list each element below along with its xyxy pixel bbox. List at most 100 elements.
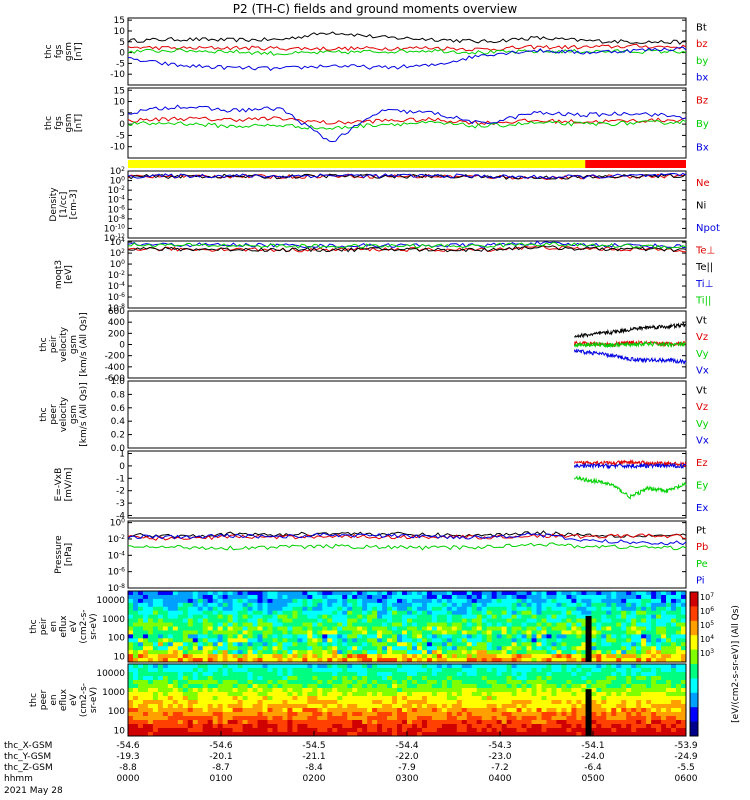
spectrogram-cell [676,688,682,693]
series-line-Ez [573,458,687,468]
spectrogram-cell [157,658,164,663]
spectrogram-cell [252,668,258,673]
spectrogram-cell [387,602,393,608]
spectrogram-cell [287,712,293,717]
spectrogram-cell [651,591,657,596]
spectrogram-cell [551,720,557,725]
spectrogram-cell [202,724,209,729]
spectrogram-cell [282,692,288,697]
spectrogram-cell [182,696,189,701]
spectrogram-cell [466,732,473,737]
spectrogram-cell [147,594,154,600]
spectrogram-cell [402,626,408,631]
spectrogram-cell [207,614,213,619]
spectrogram-cell [436,658,443,663]
spectrogram-cell [147,630,154,635]
spectrogram-cell [357,680,363,685]
spectrogram-cell [611,602,617,608]
spectrogram-cell [192,688,199,693]
spectrogram-cell [322,704,328,709]
spectrogram-cell [352,664,358,669]
spectrogram-cell [466,696,473,701]
spectrogram-cell [332,606,338,612]
spectrogram-cell [322,672,328,677]
spectrogram-cell [626,598,632,604]
spectrogram-cell [436,594,443,600]
spectrogram-cell [616,646,622,651]
spectrogram-cell [506,688,512,693]
spectrogram-cell [476,598,483,604]
spectrogram-cell [631,672,637,677]
spectrogram-cell [292,650,298,655]
spectrogram-cell [332,591,338,596]
spectrogram-cell [297,602,303,608]
spectrogram-cell [147,700,154,705]
spectrogram-cell [581,680,587,685]
spectrogram-cell [272,606,278,612]
spectrogram-cell [137,728,144,733]
spectrogram-cell [232,638,238,643]
spectrogram-cell [372,692,378,697]
spectrogram-cell [421,634,428,639]
spectrogram-cell [377,716,383,721]
x-row-label: thc_Y-GSM [4,752,51,762]
spectrogram-cell [561,708,567,713]
spectrogram-cell [531,732,537,737]
spectrogram-cell [322,594,328,600]
spectrogram-cell [372,708,378,713]
spectrogram-cell [456,658,463,663]
spectrogram-cell [242,594,248,600]
spectrogram-cell [282,728,288,733]
spectrogram-cell [661,654,667,659]
spectrogram-cell [237,676,243,681]
spectrogram-cell [182,724,189,729]
mode-bar-segment-2 [585,160,686,168]
spectrogram-cell [327,680,333,685]
x-row-value: -53.9 [674,741,698,751]
spectrogram-cell [511,634,517,639]
spectrogram-cell [556,606,562,612]
spectrogram-cell [322,732,328,737]
spectrogram-cell [367,638,373,643]
spectrogram-cell [182,650,189,655]
spectrogram-cell [666,676,672,681]
spectrogram-cell [407,720,413,725]
spectrogram-cell [222,732,228,737]
spectrogram-cell [491,634,497,639]
spectrogram-cell [591,700,597,705]
legend-entry: bx [696,73,708,84]
spectrogram-cell [436,591,443,596]
spectrogram-cell [481,672,488,677]
spectrogram-cell [327,684,333,689]
spectrogram-cell [501,591,507,596]
spectrogram-cell [172,696,179,701]
spectrogram-cell [217,724,223,729]
spectrogram-cell [247,658,253,663]
spectrogram-cell [137,664,144,669]
spectrogram-cell [441,591,448,596]
spectrogram-cell [436,704,443,709]
spectrogram-cell [362,630,368,635]
spectrogram-cell [641,618,647,623]
y-tick-label: 15 [114,86,125,96]
y-tick-label: 10-8 [108,583,126,594]
spectrogram-cell [227,696,233,701]
spectrogram-cell [372,680,378,685]
spectrogram-cell [556,591,562,596]
spectrogram-cell [387,732,393,737]
y-tick-label: 400 [108,318,125,328]
spectrogram-cell [576,720,582,725]
spectrogram-cell [411,642,418,647]
spectrogram-cell [671,646,677,651]
spectrogram-cell [411,720,418,725]
spectrogram-cell [526,664,532,669]
spectrogram-cell [252,684,258,689]
spectrogram-cell [342,618,348,623]
spectrogram-cell [137,676,144,681]
spectrogram-cell [257,598,263,604]
spectrogram-cell [651,688,657,693]
spectrogram-cell [157,622,164,627]
spectrogram-cell [252,614,258,619]
spectrogram-cell [142,622,149,627]
spectrogram-cell [197,712,204,717]
